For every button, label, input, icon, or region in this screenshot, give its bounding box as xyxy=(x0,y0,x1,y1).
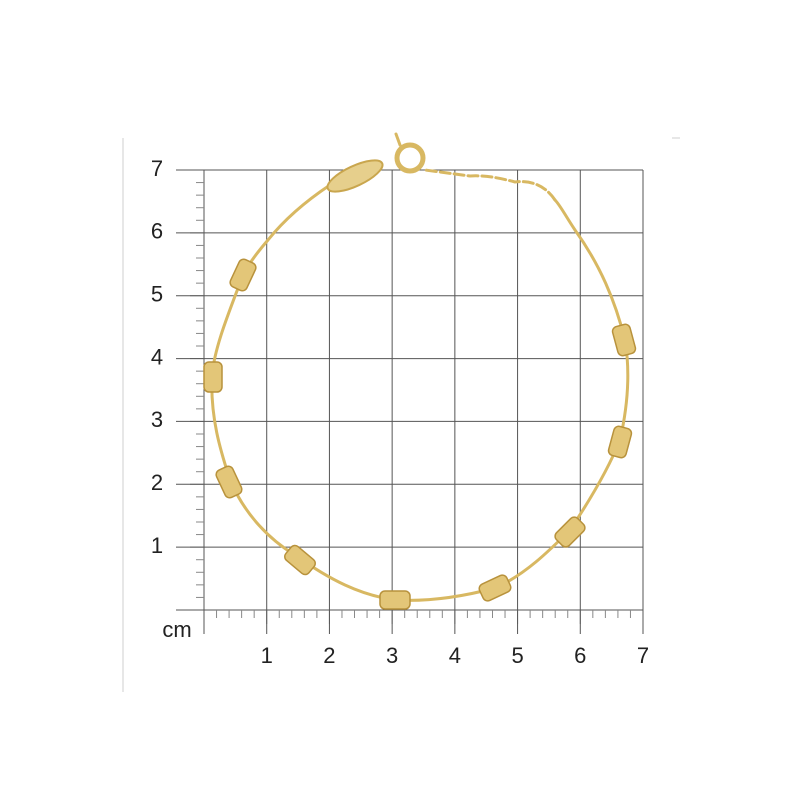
beads xyxy=(203,258,637,610)
bead xyxy=(478,574,512,602)
y-tick-label: 4 xyxy=(151,344,163,369)
extender-chain xyxy=(423,168,557,202)
y-tick-label: 3 xyxy=(151,407,163,432)
bead xyxy=(379,590,411,610)
x-tick-label: 7 xyxy=(637,643,649,668)
clasp-lever xyxy=(394,132,402,147)
bead xyxy=(229,258,257,292)
y-tick-label: 2 xyxy=(151,470,163,495)
x-tick-label: 4 xyxy=(449,643,461,668)
x-tick-label: 1 xyxy=(261,643,273,668)
tag xyxy=(326,159,384,193)
bead xyxy=(554,516,586,548)
y-tick-label: 5 xyxy=(151,282,163,307)
x-tick-label: 2 xyxy=(323,643,335,668)
x-tick-label: 5 xyxy=(511,643,523,668)
y-tick-label: 1 xyxy=(151,533,163,558)
x-tick-label: 3 xyxy=(386,643,398,668)
bead xyxy=(215,465,243,499)
clasp-ring xyxy=(394,142,426,174)
bead xyxy=(611,323,637,357)
x-tick-label: 6 xyxy=(574,643,586,668)
measurement-grid: 1 2 3 4 5 6 7 1 2 3 4 5 6 7 xyxy=(151,156,649,668)
bead xyxy=(284,544,316,576)
bead xyxy=(607,425,633,459)
y-tick-label: 7 xyxy=(151,156,163,181)
y-tick-label: 6 xyxy=(151,219,163,244)
bead xyxy=(203,361,223,393)
unit-label: cm xyxy=(162,617,191,642)
